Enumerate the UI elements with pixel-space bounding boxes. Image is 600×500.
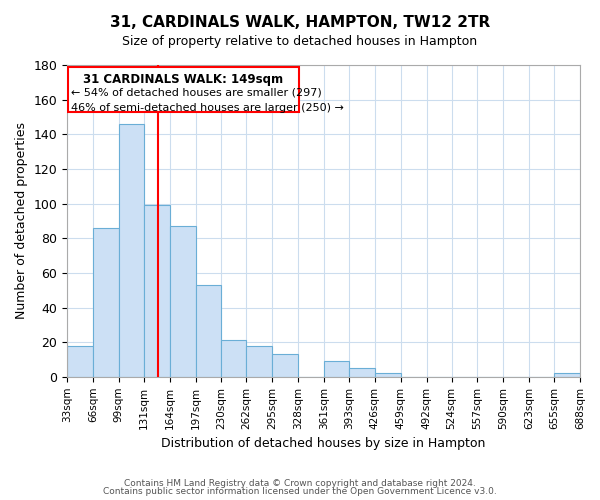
Bar: [170, 226, 196, 377]
Text: 46% of semi-detached houses are larger (250) →: 46% of semi-detached houses are larger (…: [71, 103, 344, 113]
Bar: [196, 285, 221, 377]
Bar: [221, 340, 247, 377]
Text: Contains public sector information licensed under the Open Government Licence v3: Contains public sector information licen…: [103, 487, 497, 496]
Bar: [68, 66, 299, 112]
Bar: [272, 354, 298, 377]
Text: Size of property relative to detached houses in Hampton: Size of property relative to detached ho…: [122, 35, 478, 48]
Text: 31, CARDINALS WALK, HAMPTON, TW12 2TR: 31, CARDINALS WALK, HAMPTON, TW12 2TR: [110, 15, 490, 30]
Bar: [375, 374, 401, 377]
Bar: [144, 206, 170, 377]
Bar: [349, 368, 375, 377]
Bar: [554, 374, 580, 377]
Bar: [119, 124, 144, 377]
Text: Contains HM Land Registry data © Crown copyright and database right 2024.: Contains HM Land Registry data © Crown c…: [124, 478, 476, 488]
Y-axis label: Number of detached properties: Number of detached properties: [15, 122, 28, 320]
X-axis label: Distribution of detached houses by size in Hampton: Distribution of detached houses by size …: [161, 437, 486, 450]
Bar: [93, 228, 119, 377]
Bar: [247, 346, 272, 377]
Text: ← 54% of detached houses are smaller (297): ← 54% of detached houses are smaller (29…: [71, 88, 322, 98]
Bar: [67, 346, 93, 377]
Text: 31 CARDINALS WALK: 149sqm: 31 CARDINALS WALK: 149sqm: [83, 73, 284, 86]
Bar: [324, 361, 349, 377]
